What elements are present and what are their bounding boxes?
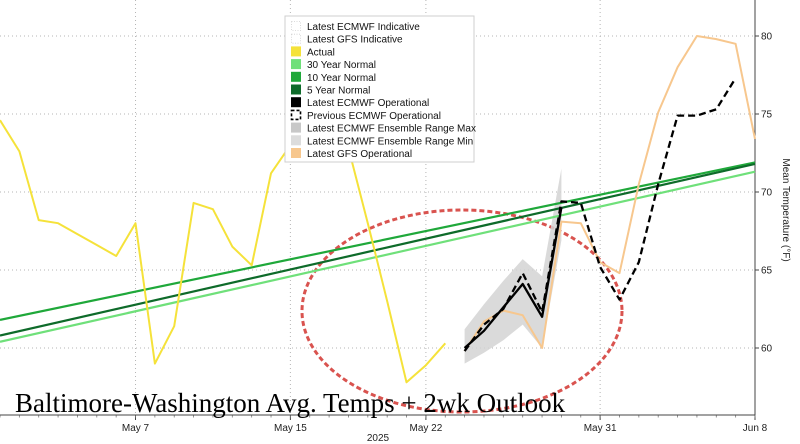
legend-label: Latest ECMWF Ensemble Range Min	[307, 136, 473, 147]
legend-item: Actual	[291, 46, 335, 58]
legend-swatch	[291, 21, 301, 31]
chart-title: Baltimore-Washington Avg. Temps + 2wk Ou…	[15, 388, 566, 418]
x-tick-label: May 15	[274, 423, 307, 434]
legend-label: Latest ECMWF Indicative	[307, 22, 420, 33]
series-layer	[0, 35, 756, 384]
legend-label: Latest GFS Indicative	[307, 35, 403, 46]
tick-labels: 60 65 70 75 80 May 7 May 15 May 22 May 31 Jun 8	[122, 32, 773, 435]
legend: Latest ECMWF Indicative Latest GFS Indica…	[284, 15, 476, 163]
legend-item: Latest ECMWF Operational	[291, 97, 429, 109]
legend-swatch	[291, 84, 301, 95]
legend-label: Latest ECMWF Operational	[307, 98, 429, 109]
legend-box	[284, 15, 475, 163]
y-axis-label: Mean Temperature (°F)	[780, 158, 791, 261]
highlight-ellipse	[300, 208, 624, 414]
legend-label: Previous ECMWF Operational	[307, 111, 441, 122]
series-actual	[0, 109, 447, 384]
legend-item: 10 Year Normal	[291, 71, 376, 84]
x-tick-label: May 7	[122, 423, 150, 434]
legend-swatch	[291, 71, 301, 82]
y-tick-label: 75	[761, 110, 773, 121]
series-latest-gfs-operational	[463, 35, 756, 352]
highlight-ellipse-outline	[300, 208, 624, 414]
legend-swatch	[290, 109, 302, 121]
legend-item: 30 Year Normal	[291, 59, 376, 71]
y-tick-label: 65	[761, 266, 773, 277]
legend-item: Latest GFS Indicative	[291, 33, 403, 46]
axes	[0, 0, 759, 420]
legend-label: 30 Year Normal	[307, 60, 376, 71]
series-30-year-normal	[0, 170, 756, 343]
legend-item: 5 Year Normal	[291, 84, 370, 97]
legend-swatch	[291, 97, 301, 108]
legend-label: Latest ECMWF Ensemble Range Max	[307, 124, 476, 135]
ensemble-range-band	[464, 168, 562, 364]
legend-swatch	[291, 59, 301, 70]
x-tick-label: May 22	[409, 423, 442, 434]
legend-label: Actual	[307, 47, 335, 58]
series-previous-ecmwf-operational	[463, 77, 737, 352]
legend-swatch	[291, 135, 301, 146]
series-5-year-normal	[0, 162, 756, 337]
series-10-year-normal	[0, 161, 756, 321]
legend-swatch	[291, 33, 301, 44]
legend-label: 5 Year Normal	[307, 86, 370, 97]
legend-swatch	[291, 148, 301, 158]
legend-swatch	[291, 46, 301, 57]
x-tick-label: Jun 8	[743, 423, 768, 434]
legend-item: Previous ECMWF Operational	[290, 109, 441, 122]
y-tick-label: 70	[761, 188, 773, 199]
legend-item: Latest GFS Operational	[291, 148, 412, 160]
x-tick-label: May 31	[584, 423, 617, 434]
legend-swatch	[291, 122, 301, 133]
legend-item: Latest ECMWF Indicative	[291, 21, 420, 33]
legend-item: Latest ECMWF Ensemble Range Min	[291, 135, 473, 147]
legend-item: Latest ECMWF Ensemble Range Max	[291, 122, 476, 135]
x-axis-label: 2025	[367, 433, 390, 444]
y-tick-label: 60	[761, 344, 773, 355]
legend-label: 10 Year Normal	[307, 73, 376, 84]
legend-label: Latest GFS Operational	[307, 149, 412, 160]
y-tick-label: 80	[761, 32, 773, 43]
